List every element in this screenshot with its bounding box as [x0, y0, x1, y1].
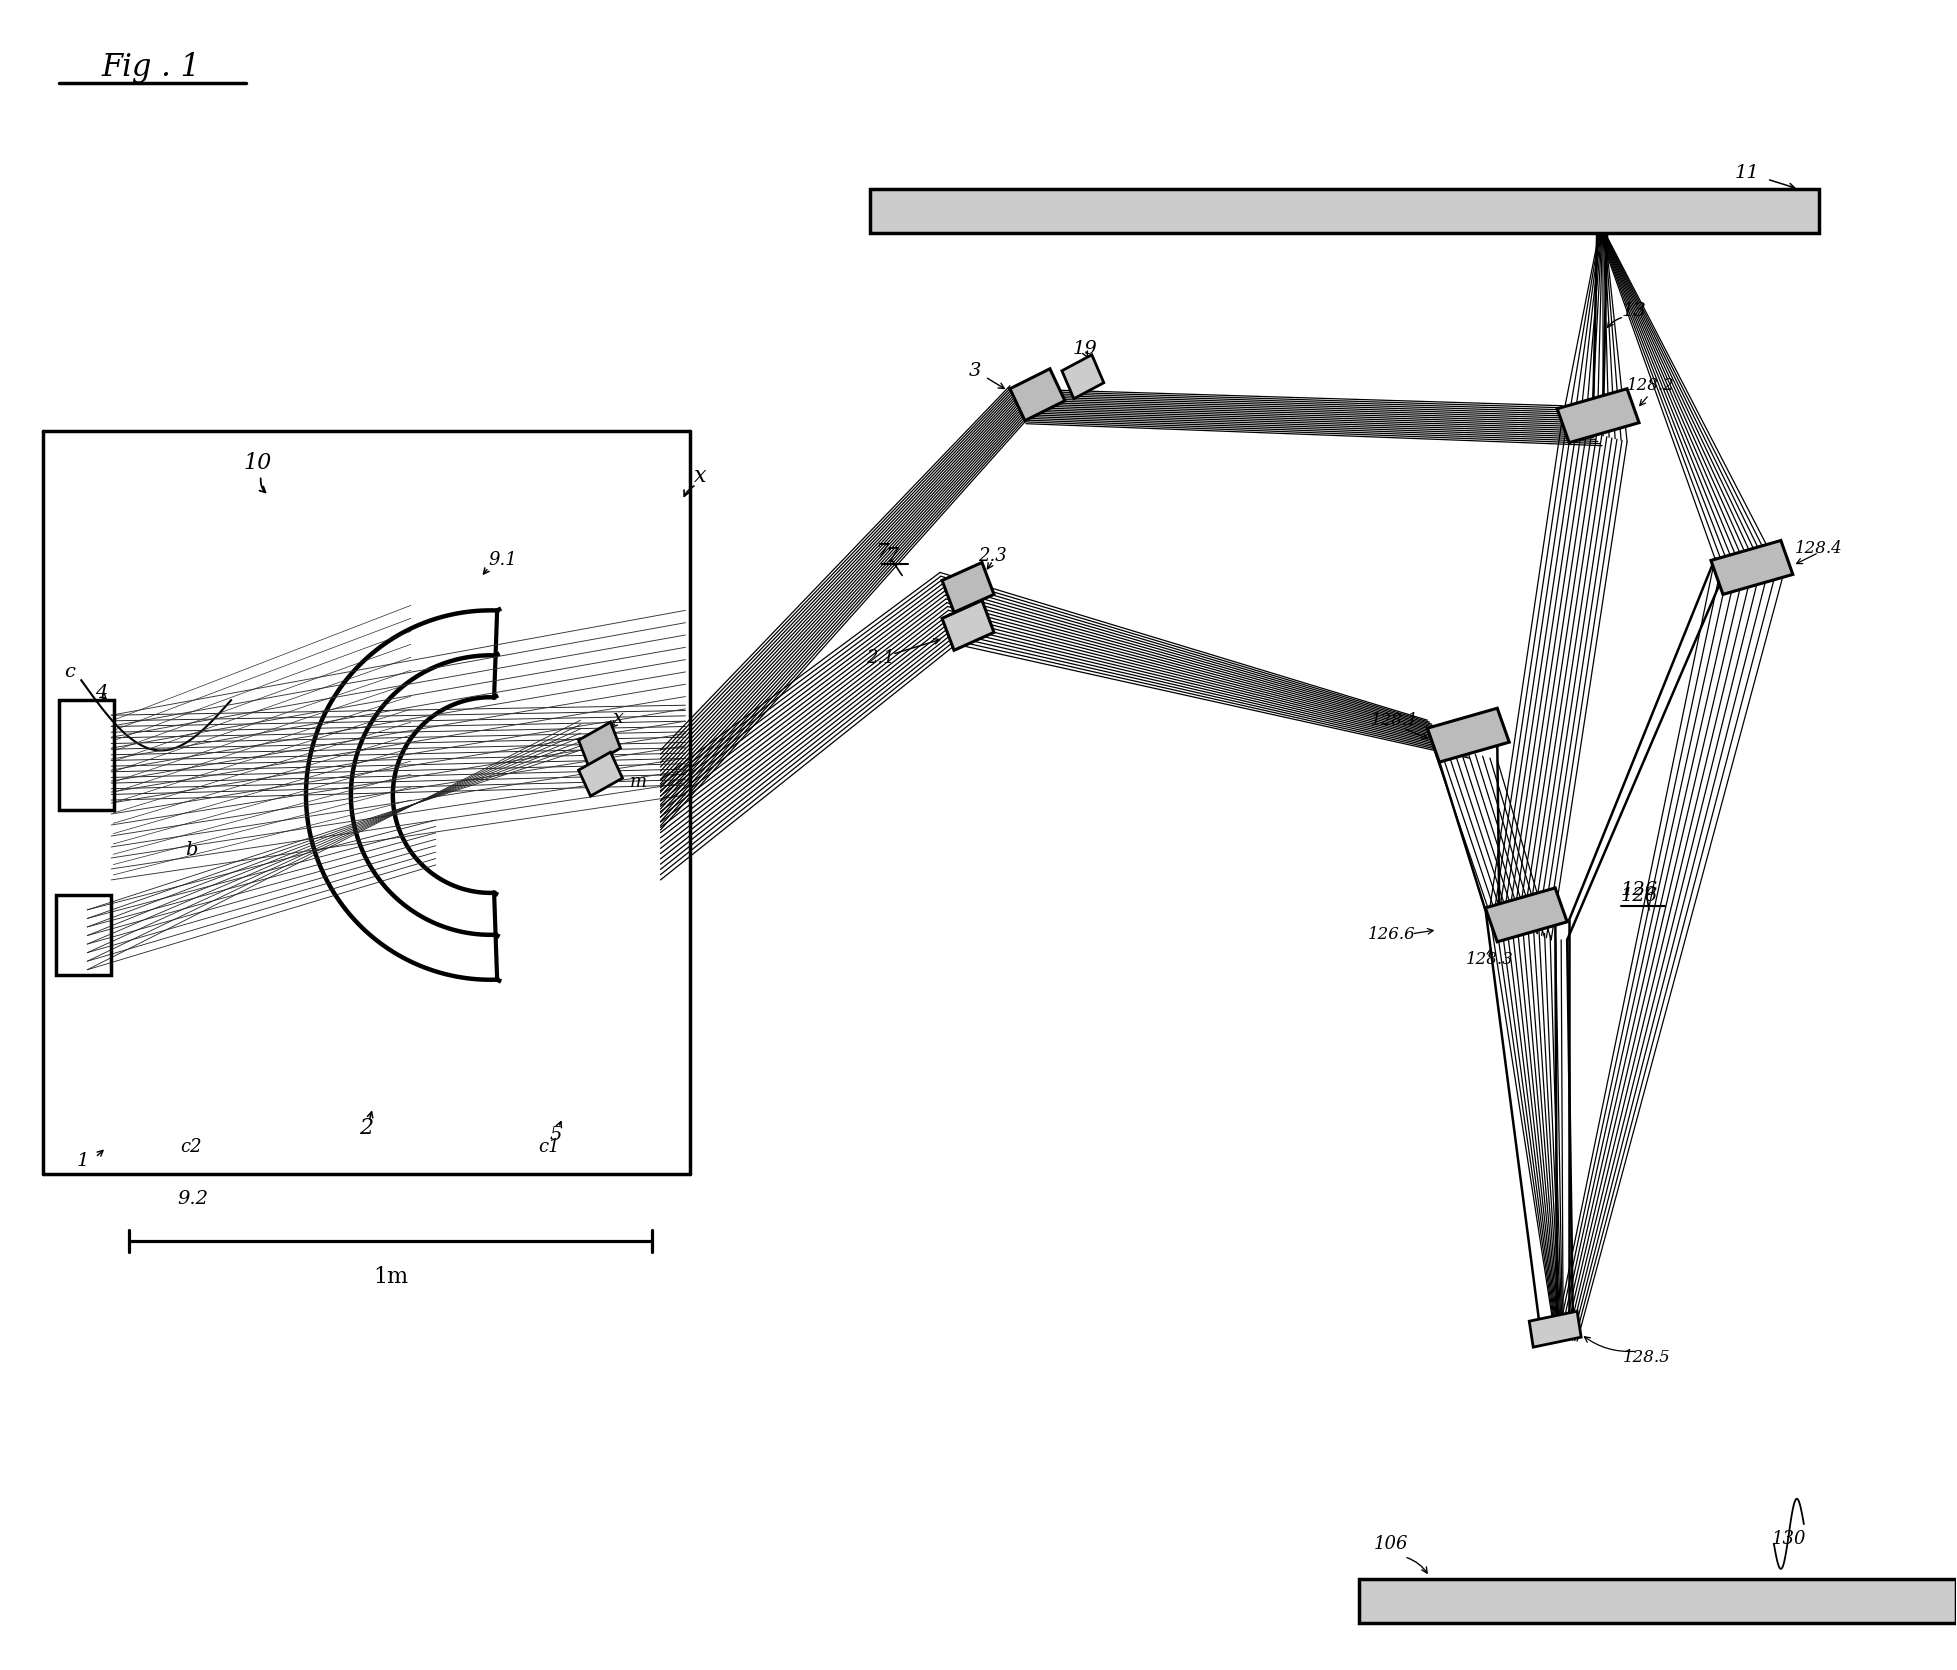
Text: 128.1: 128.1	[1370, 711, 1419, 728]
Text: 2.3: 2.3	[978, 548, 1006, 566]
Text: 126: 126	[1620, 880, 1658, 898]
Text: 5: 5	[550, 1126, 562, 1144]
Polygon shape	[1063, 354, 1104, 399]
Text: 128.3: 128.3	[1466, 952, 1513, 969]
Text: 3: 3	[969, 362, 980, 379]
Text: 128.4: 128.4	[1795, 539, 1843, 558]
Text: 10: 10	[243, 451, 272, 474]
Text: 106: 106	[1374, 1535, 1409, 1553]
Text: 13: 13	[1622, 302, 1646, 321]
Text: 9.1: 9.1	[489, 551, 517, 569]
Polygon shape	[1558, 389, 1640, 443]
Text: 11: 11	[1734, 164, 1759, 182]
Text: m: m	[630, 773, 648, 792]
Text: 128.5: 128.5	[1622, 1349, 1671, 1366]
Text: c2: c2	[180, 1139, 202, 1157]
Text: 126.6: 126.6	[1368, 927, 1415, 944]
Text: 4: 4	[96, 685, 108, 703]
Polygon shape	[1710, 541, 1793, 595]
Bar	[871, 189, 1818, 234]
Text: 7: 7	[875, 543, 888, 563]
Polygon shape	[941, 601, 994, 650]
Bar	[59, 700, 114, 810]
Text: 1: 1	[76, 1152, 90, 1171]
Polygon shape	[1485, 888, 1568, 942]
Polygon shape	[1427, 708, 1509, 762]
Polygon shape	[1010, 369, 1065, 421]
Text: 19: 19	[1072, 339, 1098, 357]
Text: 1m: 1m	[374, 1266, 409, 1288]
Bar	[1360, 1578, 1955, 1623]
Text: 130: 130	[1771, 1530, 1806, 1548]
Text: 2.1: 2.1	[865, 650, 894, 668]
Text: 126: 126	[1620, 887, 1658, 905]
Polygon shape	[1528, 1311, 1581, 1348]
Text: b: b	[184, 842, 198, 858]
Text: 128.2: 128.2	[1626, 377, 1675, 394]
Text: Fig . 1: Fig . 1	[102, 52, 200, 84]
Text: c: c	[65, 663, 74, 681]
Text: 7: 7	[885, 548, 898, 566]
Text: x: x	[695, 464, 706, 486]
Text: x: x	[613, 710, 624, 726]
Polygon shape	[579, 752, 622, 797]
Text: c1: c1	[538, 1139, 560, 1157]
Text: 2: 2	[358, 1117, 374, 1139]
Text: 9.2: 9.2	[178, 1191, 209, 1209]
Bar	[57, 895, 112, 975]
Polygon shape	[579, 721, 620, 767]
Polygon shape	[941, 563, 994, 613]
